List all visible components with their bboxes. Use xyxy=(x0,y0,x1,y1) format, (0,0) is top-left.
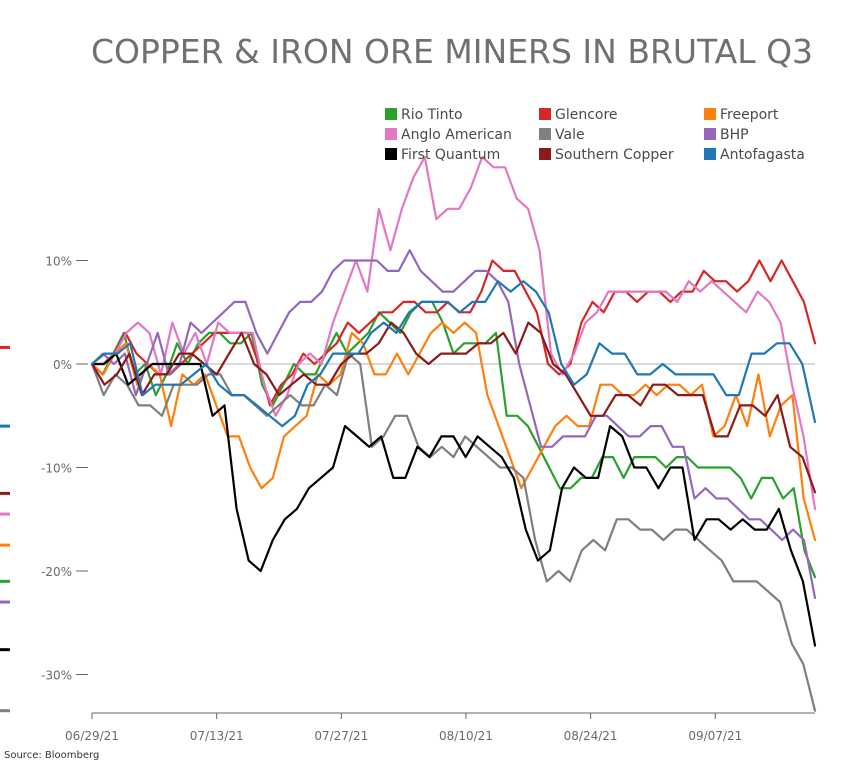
legend-swatch-rio-tinto xyxy=(385,108,397,120)
legend: Rio Tinto Glencore Freeport Anglo American V… xyxy=(385,107,805,163)
y-tick-label: 10% xyxy=(45,255,72,269)
legend-swatch-antofagasta xyxy=(704,148,716,160)
series-line-rio-tinto xyxy=(90,300,817,579)
legend-swatch-bhp xyxy=(704,128,716,140)
series-line-antofagasta xyxy=(90,280,817,428)
series-layer xyxy=(90,155,817,712)
x-tick-label: 07/13/21 xyxy=(190,729,244,743)
legend-label-bhp: BHP xyxy=(720,127,749,143)
x-tick-label: 08/24/21 xyxy=(564,729,618,743)
legend-swatch-anglo-american xyxy=(385,128,397,140)
legend-swatch-glencore xyxy=(539,108,551,120)
legend-label-first-quantum: First Quantum xyxy=(401,147,500,163)
x-tick-label: 06/29/21 xyxy=(65,729,119,743)
legend-label-antofagasta: Antofagasta xyxy=(720,147,805,163)
legend-swatch-first-quantum xyxy=(385,148,397,160)
series-line-bhp xyxy=(90,249,817,600)
y-tick-label: -20% xyxy=(41,565,72,579)
series-line-southern-copper xyxy=(90,321,817,494)
axis-layer: 10% 0% -10% -20% -30% 06/29/21 07/13/21 07/27/2… xyxy=(41,255,815,743)
legend-label-anglo-american: Anglo American xyxy=(401,127,512,143)
legend-label-glencore: Glencore xyxy=(555,107,618,123)
legend-label-freeport: Freeport xyxy=(720,107,779,123)
y-tick-label: -30% xyxy=(41,669,72,683)
legend-swatch-vale xyxy=(539,128,551,140)
x-tick-label: 08/10/21 xyxy=(439,729,493,743)
legend-label-southern-copper: Southern Copper xyxy=(555,147,674,163)
legend-swatch-southern-copper xyxy=(539,148,551,160)
legend-label-rio-tinto: Rio Tinto xyxy=(401,107,463,123)
legend-label-vale: Vale xyxy=(555,127,585,143)
series-line-first-quantum xyxy=(90,352,817,647)
x-tick-label: 07/27/21 xyxy=(314,729,368,743)
y-tick-label: 0% xyxy=(53,358,72,372)
chart-title: COPPER & IRON ORE MINERS IN BRUTAL Q3 xyxy=(91,32,813,71)
y-tick-label: -10% xyxy=(41,462,72,476)
source-note: Source: Bloomberg xyxy=(4,750,99,761)
end-markers xyxy=(0,345,10,713)
series-line-anglo-american xyxy=(90,155,817,510)
legend-swatch-freeport xyxy=(704,108,716,120)
series-line-freeport xyxy=(90,321,817,542)
x-tick-label: 09/07/21 xyxy=(688,729,742,743)
